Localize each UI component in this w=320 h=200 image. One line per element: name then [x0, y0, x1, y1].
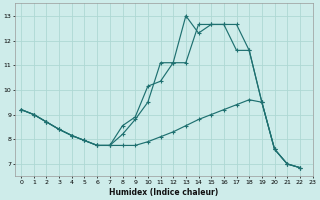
X-axis label: Humidex (Indice chaleur): Humidex (Indice chaleur)	[109, 188, 218, 197]
